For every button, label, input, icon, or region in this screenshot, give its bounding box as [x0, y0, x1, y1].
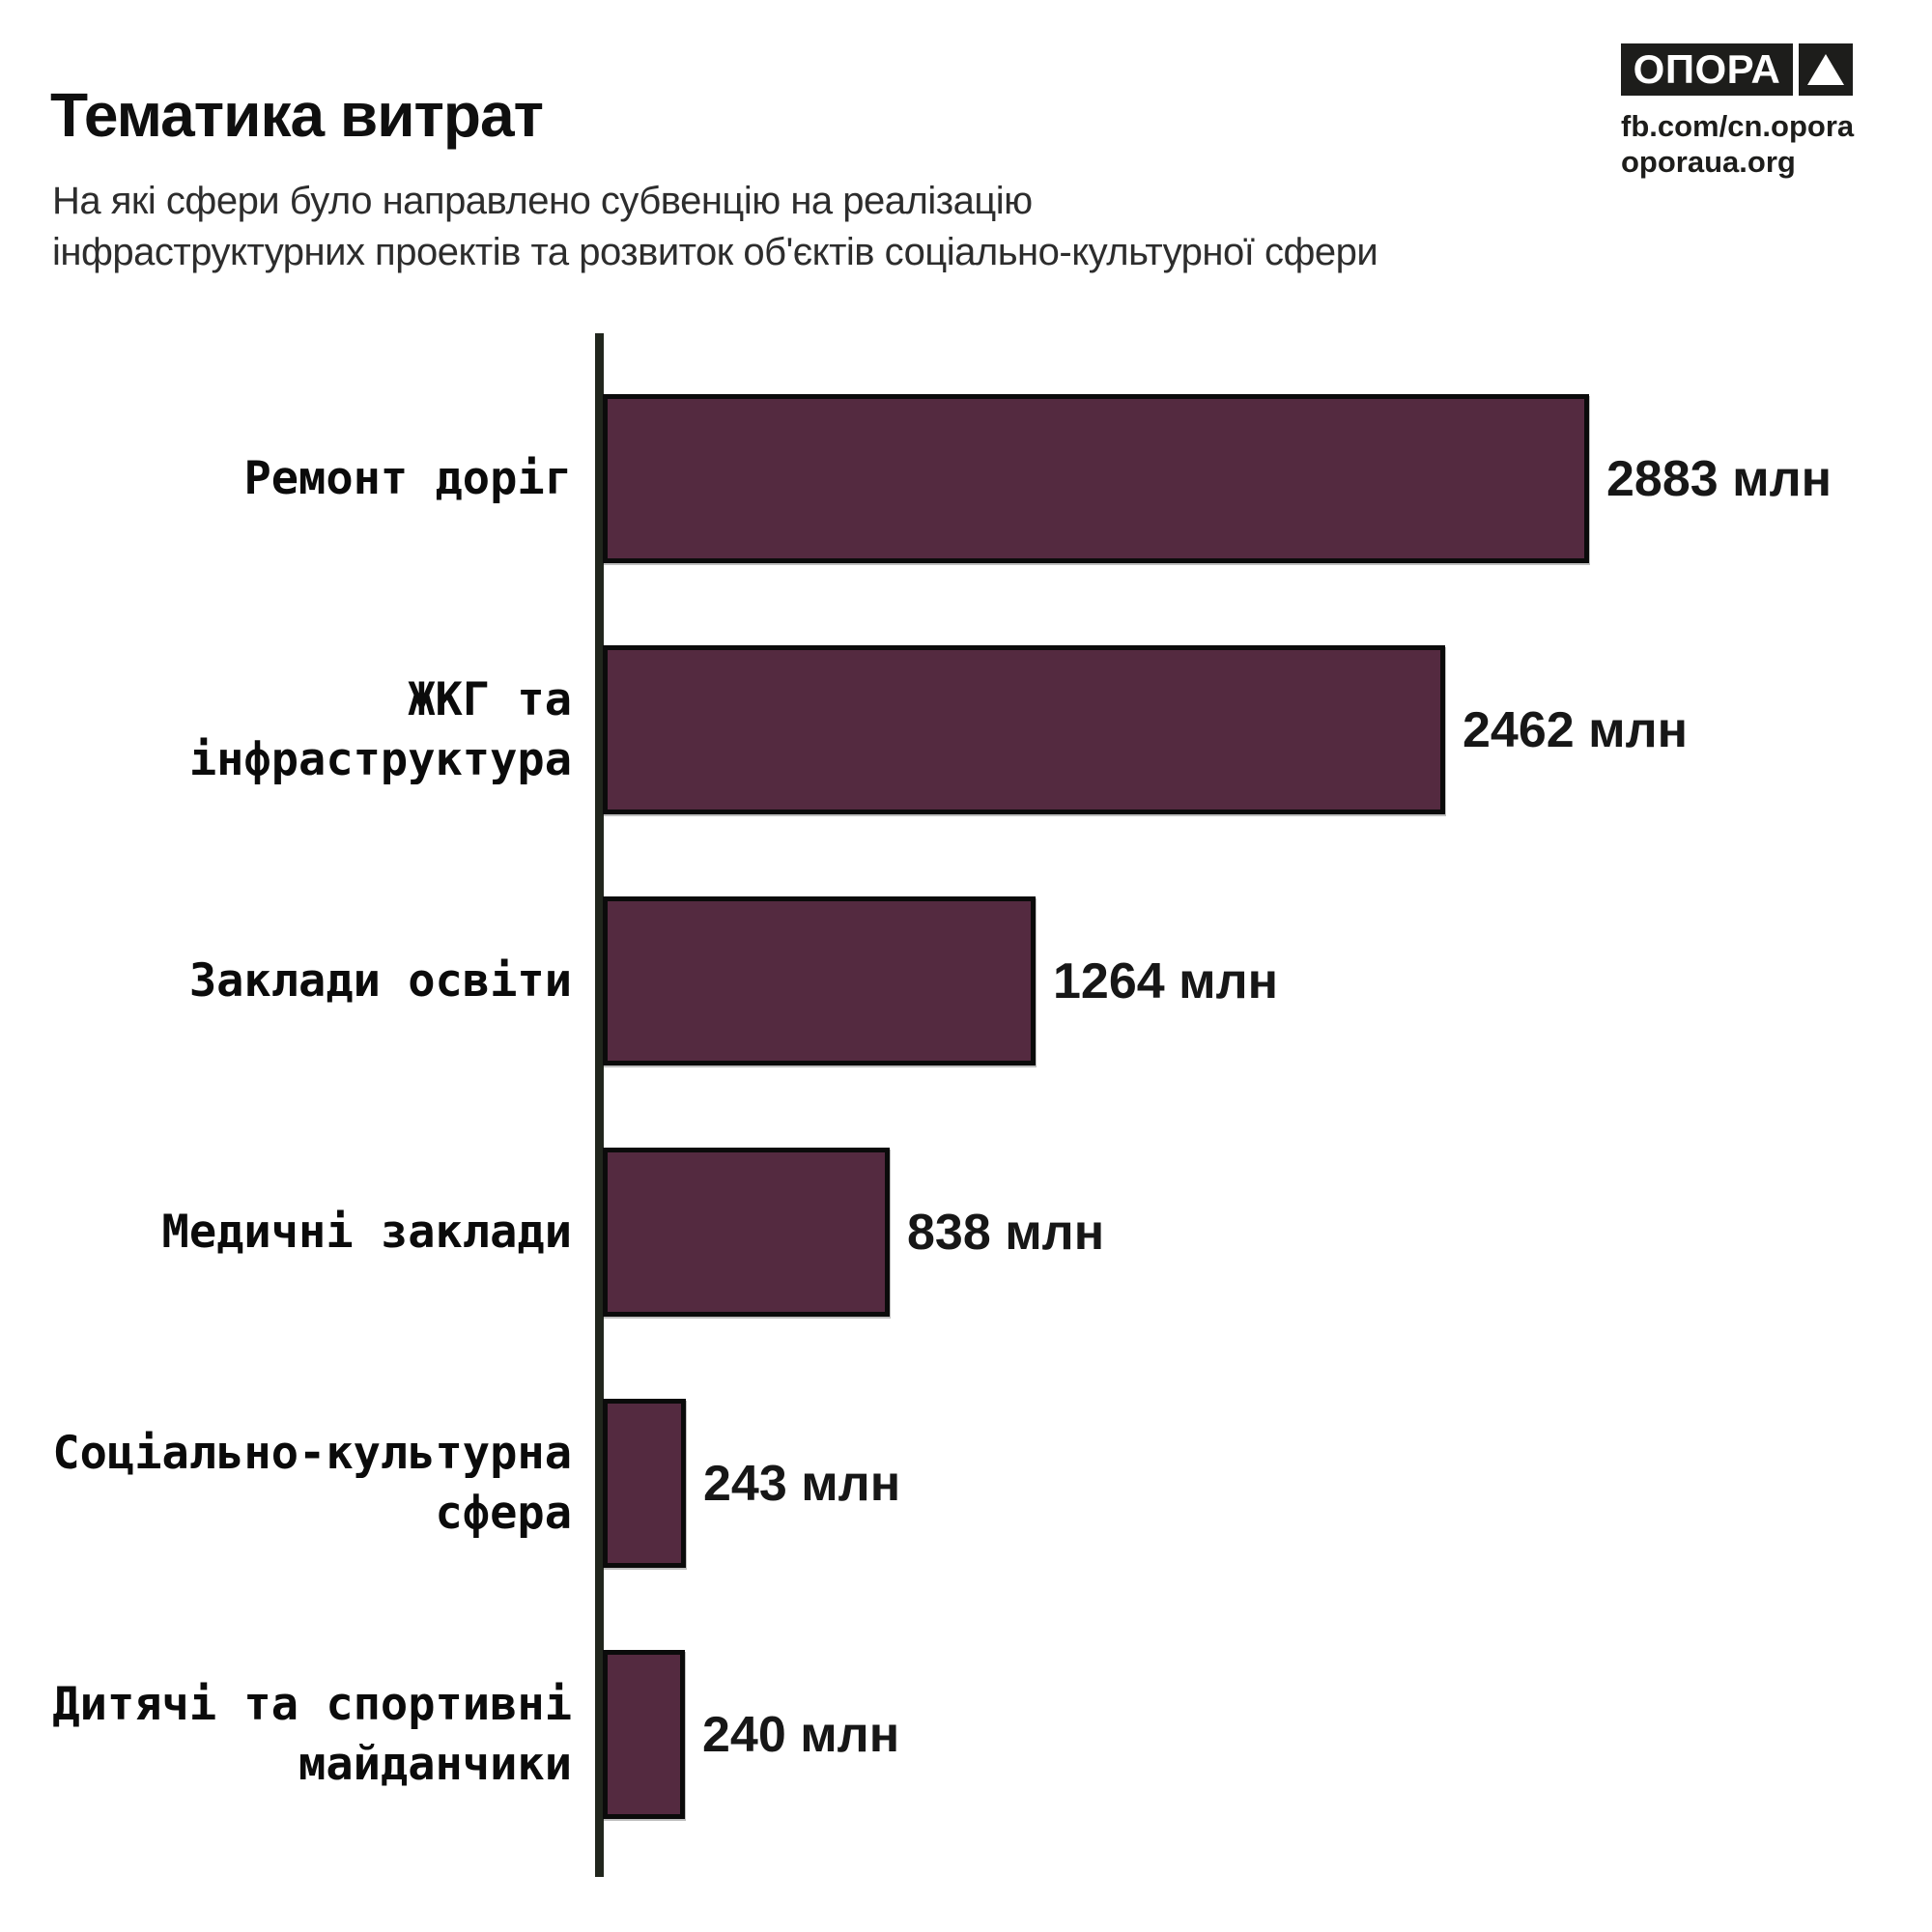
opora-logo: ОПОРА fb.com/cn.opora oporaua.org: [1621, 43, 1854, 180]
bar: [603, 1148, 890, 1317]
bar-row: Заклади освіти 1264 млн: [0, 896, 1932, 1065]
category-label: Ремонт доріг: [29, 394, 572, 563]
category-label: Дитячі та спортивні майданчики: [29, 1650, 572, 1819]
opora-wordmark: ОПОРА: [1621, 43, 1793, 96]
category-label-line: сфера: [435, 1486, 572, 1540]
subtitle-line-1: На які сфери було направлено субвенцію н…: [52, 180, 1033, 222]
bar: [603, 1399, 686, 1568]
bar: [603, 645, 1445, 814]
category-label: Заклади освіти: [29, 896, 572, 1065]
bar-row: Медичні заклади 838 млн: [0, 1148, 1932, 1317]
category-label-line: Заклади освіти: [188, 953, 572, 1008]
value-label: 2462 млн: [1463, 701, 1689, 758]
facebook-link-text: fb.com/cn.opora: [1621, 109, 1855, 143]
bar-row: Дитячі та спортивні майданчики 240 млн: [0, 1650, 1932, 1819]
bar-row: Ремонт доріг 2883 млн: [0, 394, 1932, 563]
page-title: Тематика витрат: [50, 80, 544, 150]
bar: [603, 1650, 685, 1819]
category-label: ЖКГ та інфраструктура: [29, 645, 572, 814]
opora-triangle-box: [1799, 43, 1853, 96]
category-label-line: Дитячі та спортивні: [52, 1677, 572, 1731]
category-label-line: інфраструктура: [188, 732, 572, 786]
category-label-line: Ремонт доріг: [243, 451, 572, 505]
logo-links: fb.com/cn.opora oporaua.org: [1621, 108, 1854, 180]
subtitle-line-2: інфраструктурних проектів та розвиток об…: [52, 231, 1378, 273]
bar-row: Соціально-культурна сфера 243 млн: [0, 1399, 1932, 1568]
category-label-line: ЖКГ та: [408, 672, 572, 726]
triangle-icon: [1807, 54, 1844, 85]
category-label-line: Медичні заклади: [161, 1205, 572, 1259]
page-subtitle: На які сфери було направлено субвенцію н…: [52, 176, 1378, 278]
bar: [603, 896, 1036, 1065]
opora-logo-row: ОПОРА: [1621, 43, 1854, 96]
value-label: 243 млн: [703, 1455, 901, 1512]
bar: [603, 394, 1589, 563]
value-label: 838 млн: [907, 1204, 1105, 1261]
category-label: Соціально-культурна сфера: [29, 1399, 572, 1568]
value-label: 2883 млн: [1606, 450, 1833, 507]
value-label: 240 млн: [702, 1706, 900, 1763]
value-label: 1264 млн: [1053, 952, 1279, 1009]
bar-row: ЖКГ та інфраструктура 2462 млн: [0, 645, 1932, 814]
category-label-line: Соціально-культурна: [52, 1426, 572, 1480]
website-link-text: oporaua.org: [1621, 145, 1796, 179]
category-label-line: майданчики: [298, 1737, 572, 1791]
y-axis-line: [595, 333, 604, 1877]
category-label: Медичні заклади: [29, 1148, 572, 1317]
